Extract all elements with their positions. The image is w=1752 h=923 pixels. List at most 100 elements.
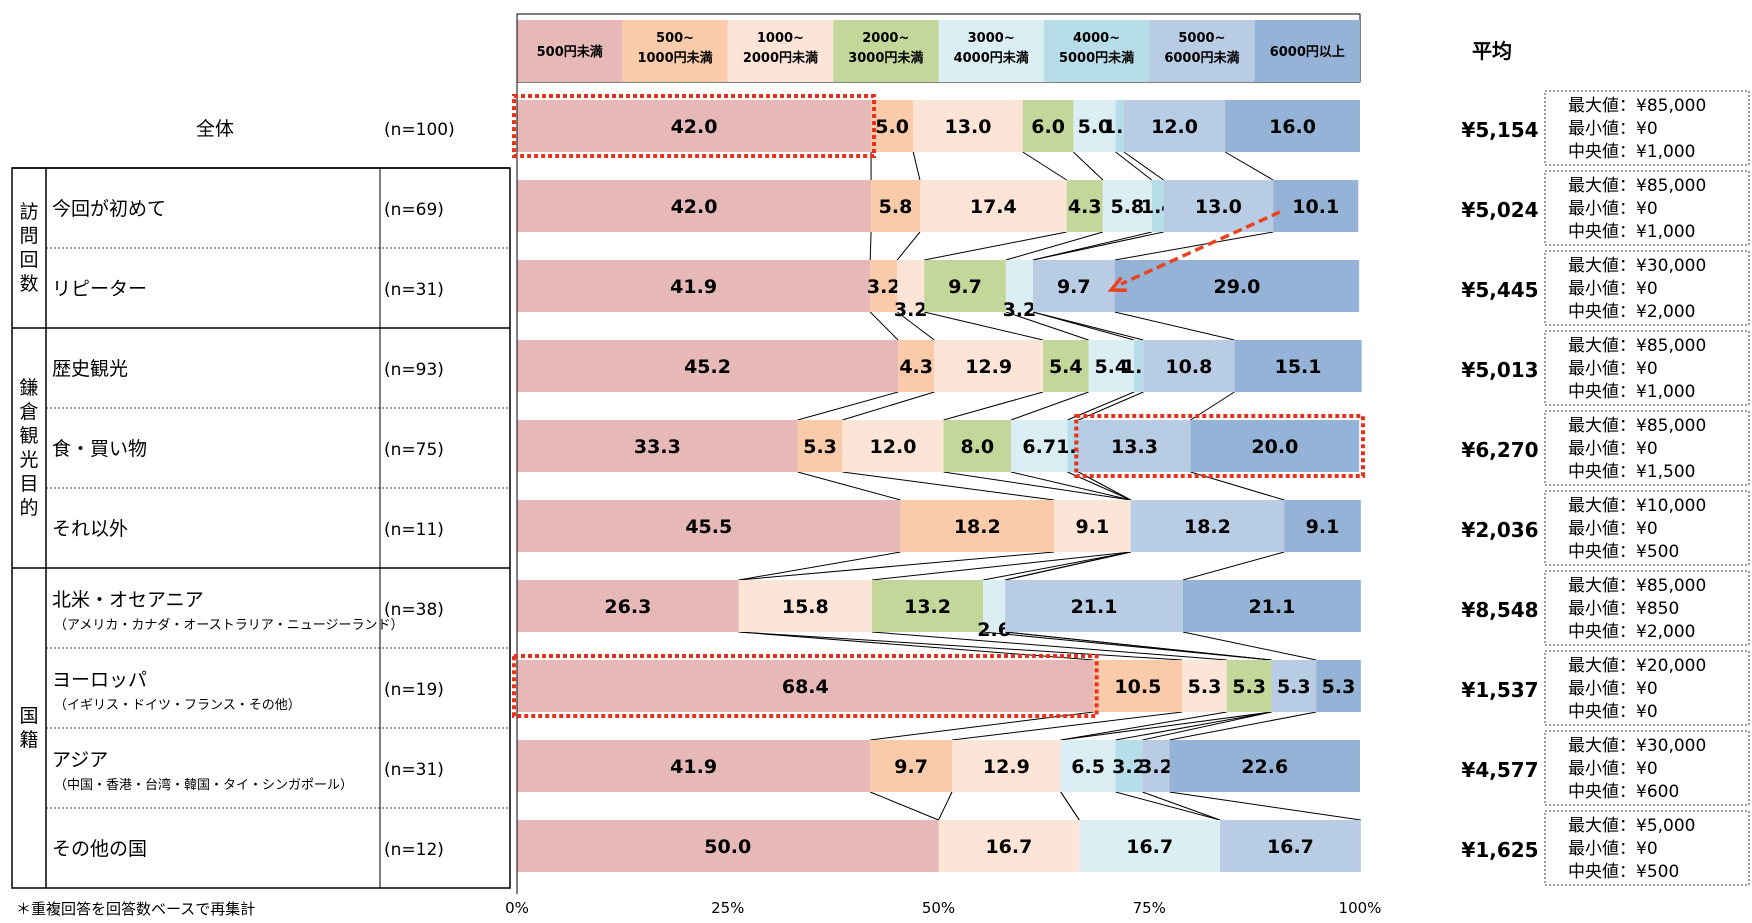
data-label: 3.2 [1003, 299, 1037, 321]
stats-line: 中央値：¥2,000 [1568, 622, 1695, 642]
row-n: (n=38) [384, 600, 444, 620]
data-label: 5.8 [879, 196, 913, 218]
data-label: 15.8 [782, 596, 829, 618]
avg-value: ¥4,577 [1461, 758, 1538, 782]
series-connector [1169, 792, 1360, 820]
data-label: 15.1 [1275, 356, 1322, 378]
stats-line: 中央値：¥500 [1568, 542, 1679, 562]
data-label: 13.2 [904, 596, 951, 618]
data-label: 16.0 [1269, 116, 1316, 138]
row-label: 今回が初めて [52, 198, 166, 220]
data-label: 9.1 [1076, 516, 1110, 538]
data-label: 12.9 [983, 756, 1030, 778]
data-label: 3.2 [1139, 756, 1173, 778]
series-connector [944, 472, 1131, 500]
x-tick-label: 75% [1133, 899, 1166, 917]
stats-line: 最大値：¥85,000 [1568, 336, 1706, 356]
group-label: 訪 [19, 201, 38, 223]
row-n: (n=12) [384, 840, 444, 860]
data-label: 5.3 [803, 436, 837, 458]
stats-line: 中央値：¥1,000 [1568, 382, 1695, 402]
series-connector [939, 792, 952, 820]
row-n: (n=69) [384, 200, 444, 220]
series-connector [1073, 152, 1103, 180]
row-n: (n=75) [384, 440, 444, 460]
row-n: (n=19) [384, 680, 444, 700]
row-label: ヨーロッパ [52, 669, 147, 691]
data-label: 13.0 [1195, 196, 1242, 218]
legend-label: 6000円未満 [1164, 50, 1239, 66]
avg-value: ¥2,036 [1461, 518, 1538, 542]
data-label: 5.3 [1277, 676, 1311, 698]
stats-line: 最小値：¥0 [1568, 679, 1658, 699]
data-label: 10.1 [1292, 196, 1339, 218]
avg-value: ¥5,445 [1461, 278, 1538, 302]
stats-line: 中央値：¥0 [1568, 702, 1658, 722]
stats-line: 最大値：¥20,000 [1568, 656, 1706, 676]
legend-label: 1000~ [757, 31, 804, 46]
data-label: 21.1 [1071, 596, 1118, 618]
row-label: 食・買い物 [52, 438, 147, 460]
stats-line: 最小値：¥0 [1568, 119, 1658, 139]
stats-line: 最大値：¥30,000 [1568, 736, 1706, 756]
data-label: 9.7 [1057, 276, 1091, 298]
data-label: 45.5 [685, 516, 732, 538]
stats-line: 最小値：¥0 [1568, 519, 1658, 539]
avg-value: ¥1,537 [1461, 678, 1538, 702]
data-label: 26.3 [604, 596, 651, 618]
data-label: 33.3 [634, 436, 681, 458]
data-label: 5.3 [1232, 676, 1266, 698]
row-n: (n=31) [384, 760, 444, 780]
data-label: 42.0 [671, 196, 718, 218]
row-label: アジア [52, 749, 108, 771]
legend-label: 3000円未満 [848, 50, 923, 66]
stats-line: 最大値：¥10,000 [1568, 496, 1706, 516]
data-label: 5.3 [1322, 676, 1356, 698]
legend-label: 5000円未満 [1059, 50, 1134, 66]
avg-header: 平均 [1472, 39, 1512, 63]
stats-line: 中央値：¥2,000 [1568, 302, 1695, 322]
stats-line: 最大値：¥85,000 [1568, 576, 1706, 596]
group-label: 観 [19, 425, 38, 447]
row-sublabel: （アメリカ・カナダ・オーストラリア・ニュージーランド） [54, 618, 403, 633]
avg-value: ¥8,548 [1461, 598, 1538, 622]
stats-line: 中央値：¥1,500 [1568, 462, 1695, 482]
series-connector [913, 152, 920, 180]
row-label: その他の国 [52, 838, 147, 860]
series-connector [739, 632, 1182, 660]
row-n: (n=93) [384, 360, 444, 380]
series-connector [1115, 232, 1273, 260]
series-connector [1225, 152, 1273, 180]
data-label: 41.9 [670, 276, 717, 298]
data-label: 20.0 [1251, 436, 1298, 458]
group-label: 問 [19, 225, 38, 247]
group-label: 倉 [19, 401, 38, 423]
x-tick-label: 50% [922, 899, 955, 917]
series-connector [870, 792, 938, 820]
series-connector [842, 472, 1054, 500]
legend-label: 500円未満 [537, 44, 603, 60]
data-label: 3.2 [894, 299, 928, 321]
group-label: 鎌 [19, 377, 38, 399]
legend-label: 500~ [656, 31, 694, 46]
data-label: 9.7 [894, 756, 928, 778]
group-label: 光 [19, 449, 38, 471]
legend-label: 6000円以上 [1270, 45, 1345, 60]
group-label: 回 [19, 249, 38, 271]
data-label: 16.7 [985, 836, 1032, 858]
stats-line: 中央値：¥1,000 [1568, 142, 1695, 162]
series-connector [897, 232, 920, 260]
avg-value: ¥1,625 [1461, 838, 1538, 862]
series-connector [798, 392, 898, 420]
stats-line: 中央値：¥1,000 [1568, 222, 1695, 242]
row-sublabel: （イギリス・ドイツ・フランス・その他） [54, 698, 301, 713]
group-label: 的 [19, 497, 38, 519]
series-connector [924, 232, 1066, 260]
data-label: 5.0 [875, 116, 909, 138]
data-label: 68.4 [782, 676, 829, 698]
data-label: 6.7 [1022, 436, 1056, 458]
series-connector [1124, 152, 1164, 180]
data-label: 22.6 [1241, 756, 1288, 778]
